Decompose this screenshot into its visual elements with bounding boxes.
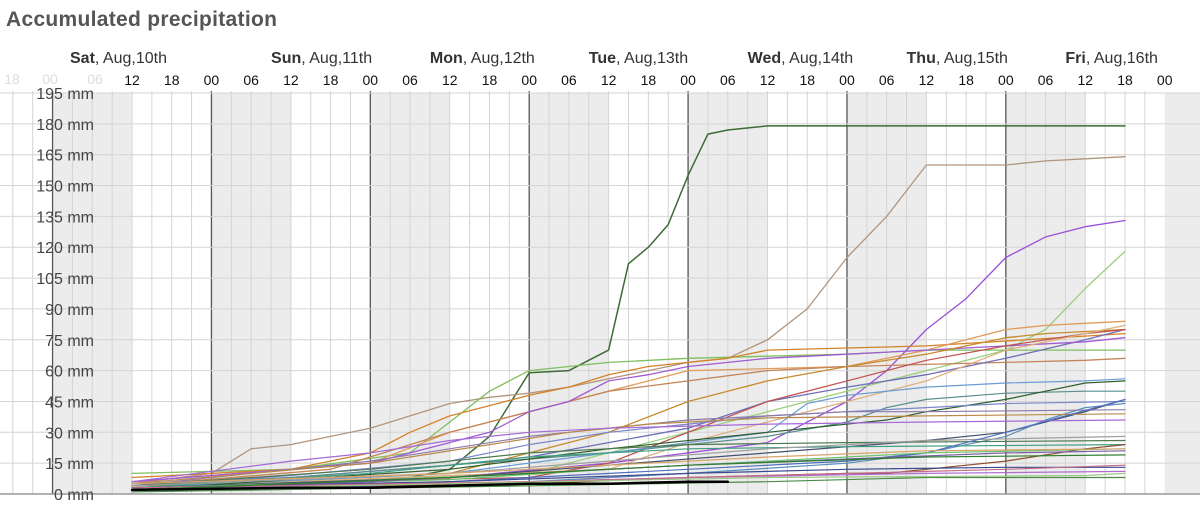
hour-tick-label: 00 bbox=[839, 72, 855, 88]
hour-tick-label: 00 bbox=[680, 72, 696, 88]
chart-title: Accumulated precipitation bbox=[6, 8, 278, 31]
hour-tick-label: 06 bbox=[561, 72, 577, 88]
hour-tick-label: 00 bbox=[521, 72, 537, 88]
hour-tick-label: 12 bbox=[442, 72, 458, 88]
day-label: Thu, Aug,15th bbox=[907, 50, 1008, 67]
x-axis-header: 18 00 06 12 18 00 06 12 18 00 06 12 18 00 06 12 18 00 06 12… bbox=[4, 50, 1173, 88]
y-tick-label: 15 mm bbox=[45, 456, 94, 473]
series-line-4 bbox=[131, 250, 1126, 489]
y-tick-label: 150 mm bbox=[36, 179, 94, 196]
series-line-34 bbox=[131, 464, 1126, 489]
series-line-36 bbox=[131, 472, 1126, 491]
hour-tick-label: 00 bbox=[1157, 72, 1173, 88]
hour-tick-label: 18 bbox=[799, 72, 815, 88]
shaded-night-bands bbox=[52, 93, 1200, 494]
day-label: Mon, Aug,12th bbox=[430, 50, 535, 67]
series-line-14 bbox=[131, 390, 1126, 487]
series-line-15 bbox=[131, 378, 1126, 489]
y-tick-label: 195 mm bbox=[36, 86, 94, 103]
hour-tick-label: 18 bbox=[323, 72, 339, 88]
y-tick-label: 45 mm bbox=[45, 394, 94, 411]
night-band bbox=[1164, 93, 1200, 494]
y-tick-label: 90 mm bbox=[45, 302, 94, 319]
series-line-17 bbox=[131, 400, 1126, 487]
hour-tick-label: 06 bbox=[402, 72, 418, 88]
y-tick-label: 0 mm bbox=[54, 487, 94, 504]
day-label: Wed, Aug,14th bbox=[748, 50, 854, 67]
hour-tick-label: 00 bbox=[42, 71, 58, 87]
series-line-37 bbox=[130, 480, 730, 492]
hour-tick-label: 12 bbox=[1077, 72, 1093, 88]
series-line-10 bbox=[131, 337, 1126, 483]
y-tick-label: 105 mm bbox=[36, 271, 94, 288]
hour-tick-label: 06 bbox=[879, 72, 895, 88]
y-tick-label: 165 mm bbox=[36, 148, 94, 165]
day-label: Sat, Aug,10th bbox=[70, 50, 167, 67]
series-line-24 bbox=[131, 444, 1126, 489]
day-label: Sun, Aug,11th bbox=[271, 50, 372, 67]
hour-tick-label: 06 bbox=[1038, 72, 1054, 88]
series-line-31 bbox=[131, 466, 1126, 489]
hour-tick-label: 12 bbox=[919, 72, 935, 88]
series-line-13 bbox=[131, 324, 1126, 489]
y-tick-label: 180 mm bbox=[36, 117, 94, 134]
hour-tick-label: 18 bbox=[1117, 72, 1133, 88]
series-line-8 bbox=[131, 357, 1126, 487]
hour-tick-label: 18 bbox=[641, 72, 657, 88]
day-label: Fri, Aug,16th bbox=[1065, 50, 1158, 67]
hour-tick-label: 00 bbox=[363, 72, 379, 88]
hour-tick-label: 12 bbox=[601, 72, 617, 88]
y-axis: 0 mm 15 mm 30 mm 45 mm 60 mm 75 mm 90 mm 105 mm… bbox=[36, 86, 94, 504]
y-tick-label: 75 mm bbox=[45, 333, 94, 350]
hour-tick-label: 06 bbox=[720, 72, 736, 88]
hour-tick-label: 18 bbox=[958, 72, 974, 88]
hour-tick-label: 06 bbox=[87, 71, 103, 87]
y-tick-label: 135 mm bbox=[36, 209, 94, 226]
y-tick-label: 30 mm bbox=[45, 425, 94, 442]
hour-tick-label: 12 bbox=[760, 72, 776, 88]
hour-tick-label: 06 bbox=[243, 72, 259, 88]
series-line-2 bbox=[131, 156, 1126, 485]
hour-tick-label: 12 bbox=[283, 72, 299, 88]
series-line-22 bbox=[131, 419, 1126, 483]
y-tick-label: 60 mm bbox=[45, 364, 94, 381]
series-line-35 bbox=[131, 454, 1126, 491]
day-label: Tue, Aug,13th bbox=[589, 50, 688, 67]
series-line-29 bbox=[131, 448, 1126, 485]
series-line-6 bbox=[131, 332, 1126, 479]
y-tick-label: 120 mm bbox=[36, 240, 94, 257]
hour-tick-label: 00 bbox=[204, 72, 220, 88]
hour-tick-label: 18 bbox=[4, 71, 20, 87]
hour-tick-label: 18 bbox=[164, 72, 180, 88]
series-lines bbox=[130, 125, 1126, 493]
hour-tick-label: 18 bbox=[482, 72, 498, 88]
hour-tick-label: 12 bbox=[124, 72, 140, 88]
hour-tick-label: 00 bbox=[998, 72, 1014, 88]
